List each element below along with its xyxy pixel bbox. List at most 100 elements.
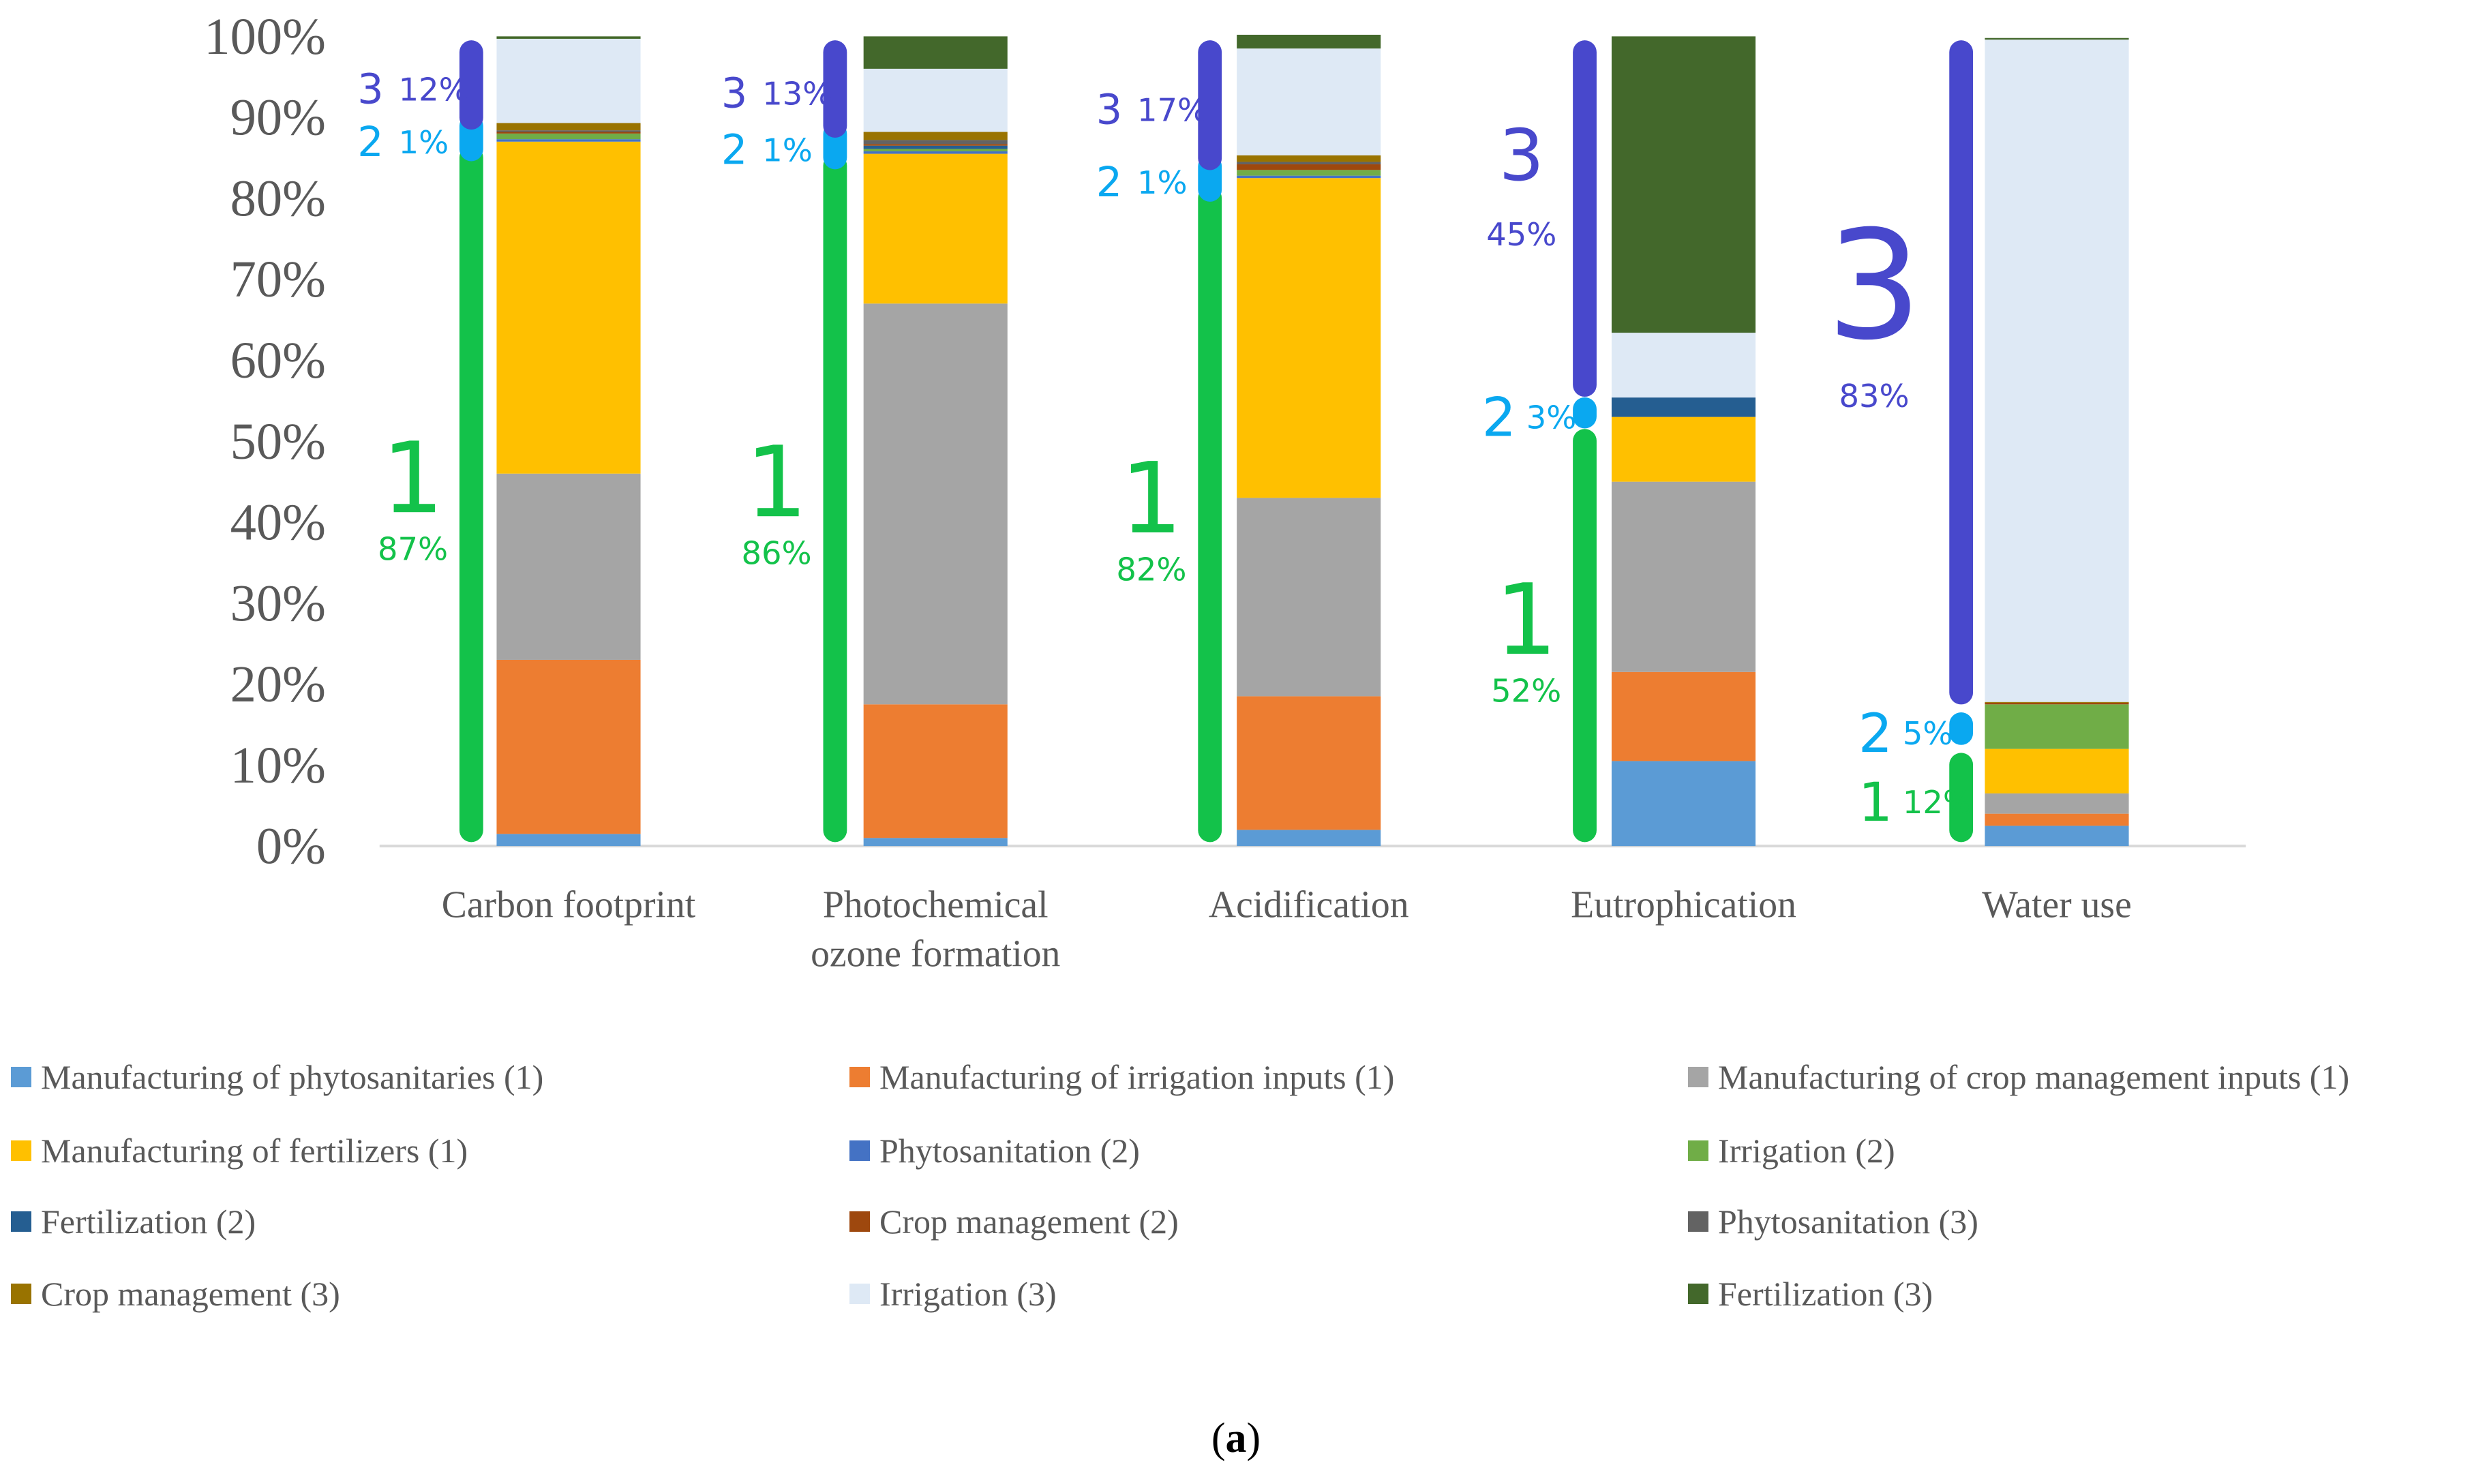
bar-segment (1985, 813, 2129, 826)
bar-segment (1237, 48, 1381, 155)
y-tick-label: 90% (230, 89, 326, 147)
x-tick-label-line: Acidification (1209, 884, 1409, 926)
legend-label: Irrigation (3) (879, 1275, 1057, 1313)
bar-segment (1237, 498, 1381, 697)
group-percent-2: 1% (399, 124, 449, 161)
y-tick-label: 30% (230, 574, 326, 632)
bar-segment (496, 132, 641, 134)
bar-segment (863, 704, 1008, 838)
bar-segment (1611, 761, 1756, 847)
legend-label: Irrigation (2) (1718, 1132, 1895, 1170)
bar-segment (1611, 36, 1756, 333)
bar-segment (1237, 830, 1381, 847)
bar-segment (1985, 37, 2129, 40)
group-number-2: 2 (1482, 387, 1516, 449)
group-number-1: 1 (382, 421, 444, 535)
group-percent-1: 82% (1116, 551, 1186, 588)
bar-segment (1611, 671, 1756, 761)
bar-segment (496, 139, 641, 142)
group-percent-3: 13% (762, 76, 832, 112)
legend-label: Manufacturing of fertilizers (1) (41, 1132, 468, 1170)
x-tick-label: Photochemical ozone formation (811, 884, 1060, 975)
legend-label: Fertilization (2) (41, 1202, 256, 1241)
bar-segment (1237, 34, 1381, 49)
legend-item: Manufacturing of phytosanitaries (1) (11, 1053, 543, 1101)
legend-item: Crop management (2) (849, 1198, 1179, 1245)
legend-swatch (849, 1284, 870, 1304)
legend-swatch (1688, 1067, 1708, 1087)
bar-segment (863, 303, 1008, 705)
x-tick-label-line: ozone formation (811, 933, 1060, 975)
legend-label: Phytosanitation (2) (879, 1132, 1140, 1170)
legend-label: Manufacturing of crop management inputs … (1718, 1058, 2350, 1096)
legend-swatch (11, 1140, 31, 1161)
legend-item: Irrigation (3) (849, 1270, 1057, 1318)
y-tick-label: 50% (230, 412, 326, 470)
bar-segment (1985, 702, 2129, 705)
group-number-2: 2 (721, 127, 747, 175)
group-number-3: 3 (357, 66, 383, 114)
group-number-2: 2 (1858, 702, 1893, 765)
bar-segment (1237, 162, 1381, 165)
group-percent-3: 12% (399, 72, 469, 108)
group-percent-2: 5% (1903, 715, 1953, 752)
group-percent-1: 12% (1903, 784, 1973, 821)
legend-swatch (1688, 1284, 1708, 1304)
legend-label: Crop management (3) (41, 1275, 340, 1313)
legend-item: Phytosanitation (3) (1688, 1198, 1978, 1245)
caption-label: a (1225, 1415, 1247, 1462)
bar-segment (1985, 701, 2129, 703)
group-percent-3: 17% (1137, 91, 1207, 128)
legend-item: Fertilization (2) (11, 1198, 256, 1245)
bar-segment (496, 36, 641, 39)
group-number-2: 2 (1096, 159, 1122, 207)
bar-segment (1985, 704, 2129, 749)
bar-segment (1985, 748, 2129, 793)
group-percent-1: 87% (378, 531, 448, 568)
group-number-3: 3 (721, 70, 747, 118)
x-tick-label-line: Photochemical (823, 884, 1049, 926)
legend-swatch (1688, 1140, 1708, 1161)
legend-swatch (11, 1067, 31, 1087)
x-tick-label: Carbon footprint (442, 884, 696, 926)
group-percent-2: 3% (1526, 399, 1577, 436)
legend-swatch (849, 1140, 870, 1161)
legend-item: Phytosanitation (2) (849, 1127, 1140, 1175)
bar-segment (496, 141, 641, 474)
bar-segment (863, 68, 1008, 132)
caption-close: ) (1246, 1415, 1261, 1462)
bar-segment (1985, 793, 2129, 814)
legend-label: Manufacturing of irrigation inputs (1) (879, 1058, 1395, 1096)
group-number-3: 3 (1499, 114, 1544, 197)
group-number-1: 1 (1120, 441, 1183, 556)
bar-segment (863, 149, 1008, 152)
x-tick-label-line: Water use (1982, 884, 2132, 926)
chart-legend: Manufacturing of phytosanitaries (1) Manu… (0, 1053, 2472, 1353)
bar-segment (1237, 175, 1381, 179)
y-tick-label: 40% (230, 494, 326, 551)
bar-segment (496, 133, 641, 140)
legend-item: Manufacturing of irrigation inputs (1) (849, 1053, 1394, 1101)
bar-segment (1611, 333, 1756, 398)
y-tick-label: 20% (230, 655, 326, 713)
bar-segment (1237, 696, 1381, 830)
bar-segment (863, 838, 1008, 847)
bar-segment (1237, 178, 1381, 498)
legend-swatch (1688, 1211, 1708, 1232)
bar-segment (496, 130, 641, 132)
group-percent-2: 1% (1137, 164, 1188, 201)
y-tick-label: 80% (230, 169, 326, 227)
group-percent-3: 45% (1486, 216, 1556, 253)
legend-label: Fertilization (3) (1718, 1275, 1933, 1313)
legend-item: Manufacturing of fertilizers (1) (11, 1127, 468, 1175)
group-number-3: 3 (1826, 198, 1922, 373)
group-number-3: 3 (1096, 86, 1122, 134)
stacked-bar-chart: 0% 10% 20% 30% 40% 50% 60% 70% 80% 90% 100% Carbon … (204, 7, 2246, 975)
caption-open: ( (1211, 1415, 1226, 1462)
x-tick-label: Water use (1982, 884, 2132, 926)
group-number-1: 1 (1858, 771, 1893, 834)
legend-swatch (11, 1211, 31, 1232)
bar-segment (1611, 481, 1756, 672)
x-tick-label: Eutrophication (1571, 884, 1796, 926)
bar-segment (1985, 826, 2129, 847)
